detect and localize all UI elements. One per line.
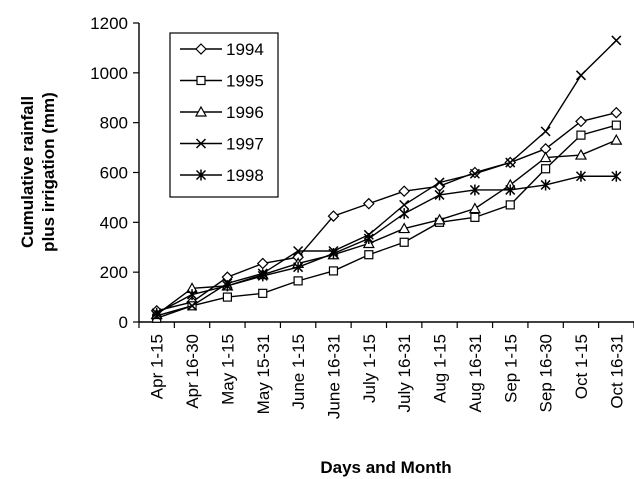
legend-marker <box>196 75 206 86</box>
x-tick-label: Aug 16-31 <box>466 334 485 412</box>
legend-marker <box>194 105 208 117</box>
y-tick-label: 200 <box>100 263 128 282</box>
data-point-1997 <box>187 300 198 311</box>
legend-item-1997: 1997 <box>180 135 264 154</box>
data-point-1998 <box>575 170 586 182</box>
data-point-1998 <box>328 247 339 259</box>
data-point-1998 <box>540 179 551 191</box>
legend-item-1995: 1995 <box>180 72 264 91</box>
x-tick-label: Sep 16-30 <box>537 334 556 412</box>
legend-label: 1997 <box>226 135 264 154</box>
x-tick-label: Apr 1-15 <box>148 334 167 399</box>
y-tick-label: 0 <box>119 313 128 332</box>
data-point-1997 <box>469 168 480 179</box>
x-tick-label: July 1-15 <box>360 334 379 403</box>
data-point-1996 <box>433 213 446 225</box>
legend-label: 1996 <box>226 103 264 122</box>
y-tick-label: 600 <box>100 164 128 183</box>
x-tick-label: Apr 16-30 <box>183 334 202 409</box>
data-point-1998 <box>434 189 445 201</box>
data-point-1994 <box>327 210 340 222</box>
y-axis-title-line-2: plus irrigation (mm) <box>39 92 58 252</box>
series-line-1995 <box>156 124 617 319</box>
legend-label: 1994 <box>226 40 264 59</box>
legend-item-1994: 1994 <box>180 40 264 59</box>
data-point-1994 <box>362 197 375 210</box>
x-tick-label: Oct 1-15 <box>572 334 591 399</box>
legend-marker <box>195 43 207 55</box>
data-point-1998 <box>505 184 516 196</box>
legend: 1994 1995 1996 1997 1998 <box>169 32 279 198</box>
data-point-1998 <box>222 280 233 292</box>
data-point-1994 <box>575 115 587 128</box>
data-point-1998 <box>399 208 410 220</box>
x-tick-label: Aug 1-15 <box>431 334 450 403</box>
series-line-1997 <box>156 39 617 317</box>
data-point-1996 <box>539 151 552 163</box>
data-point-1998 <box>611 170 622 182</box>
series-line-1994 <box>156 112 617 312</box>
data-point-1996 <box>398 222 411 234</box>
data-point-1995 <box>328 266 339 276</box>
data-point-1997 <box>575 70 586 81</box>
y-axis-title: Cumulative rainfall plus irrigation (mm) <box>18 92 58 252</box>
data-point-1996 <box>574 148 587 160</box>
y-tick-label: 1200 <box>90 14 128 33</box>
legend-label: 1998 <box>226 166 264 185</box>
data-point-1994 <box>398 185 411 198</box>
data-point-1998 <box>363 233 374 245</box>
data-point-1998 <box>257 270 268 282</box>
x-tick-label: May 15-31 <box>254 334 273 414</box>
data-point-1995 <box>293 276 303 286</box>
data-point-1997 <box>540 126 551 137</box>
data-point-1997 <box>434 177 445 188</box>
legend-item-1998: 1998 <box>180 166 264 185</box>
axes: 0 200 400 600 800 1000 1200 Apr 1-15 Apr 16-30 Ma… <box>90 14 634 419</box>
data-point-1998 <box>151 307 162 319</box>
data-point-1994 <box>610 106 623 119</box>
data-point-1995 <box>541 164 551 174</box>
data-point-1994 <box>256 257 269 270</box>
x-tick-label: May 1-15 <box>218 334 237 405</box>
data-point-1998 <box>469 184 480 196</box>
series-line-1998 <box>156 175 617 314</box>
data-point-1997 <box>399 199 410 210</box>
series-1998 <box>151 170 622 319</box>
legend-marker <box>195 169 207 181</box>
y-axis-title-line-1: Cumulative rainfall <box>18 96 37 248</box>
x-tick-label: Sep 1-15 <box>501 334 520 403</box>
data-point-1995 <box>222 292 232 302</box>
series-1997 <box>151 35 622 321</box>
x-tick-label: June 1-15 <box>289 334 308 410</box>
data-point-1998 <box>293 261 304 273</box>
data-point-1997 <box>293 245 304 257</box>
series-layer <box>150 35 623 323</box>
data-point-1997 <box>611 35 622 46</box>
legend-label: 1995 <box>226 72 264 91</box>
data-point-1996 <box>610 133 623 145</box>
data-point-1995 <box>470 212 480 222</box>
legend-marker <box>195 138 207 149</box>
data-point-1995 <box>611 120 621 130</box>
data-point-1995 <box>576 130 586 140</box>
x-tick-label: Oct 16-31 <box>607 334 626 409</box>
y-tick-label: 400 <box>100 213 128 232</box>
legend-box <box>169 32 279 198</box>
y-tick-label: 800 <box>100 114 128 133</box>
data-point-1996 <box>468 202 481 214</box>
data-point-1997 <box>505 157 516 168</box>
data-point-1995 <box>505 200 515 210</box>
x-tick-label: June 16-31 <box>324 334 343 419</box>
legend-item-1996: 1996 <box>180 103 264 122</box>
data-point-1998 <box>187 289 198 301</box>
data-point-1995 <box>258 288 268 298</box>
x-tick-label: July 16-31 <box>395 334 414 412</box>
data-point-1995 <box>399 237 409 247</box>
x-axis-title: Days and Month <box>320 458 451 477</box>
data-point-1995 <box>364 250 374 260</box>
y-tick-label: 1000 <box>90 64 128 83</box>
